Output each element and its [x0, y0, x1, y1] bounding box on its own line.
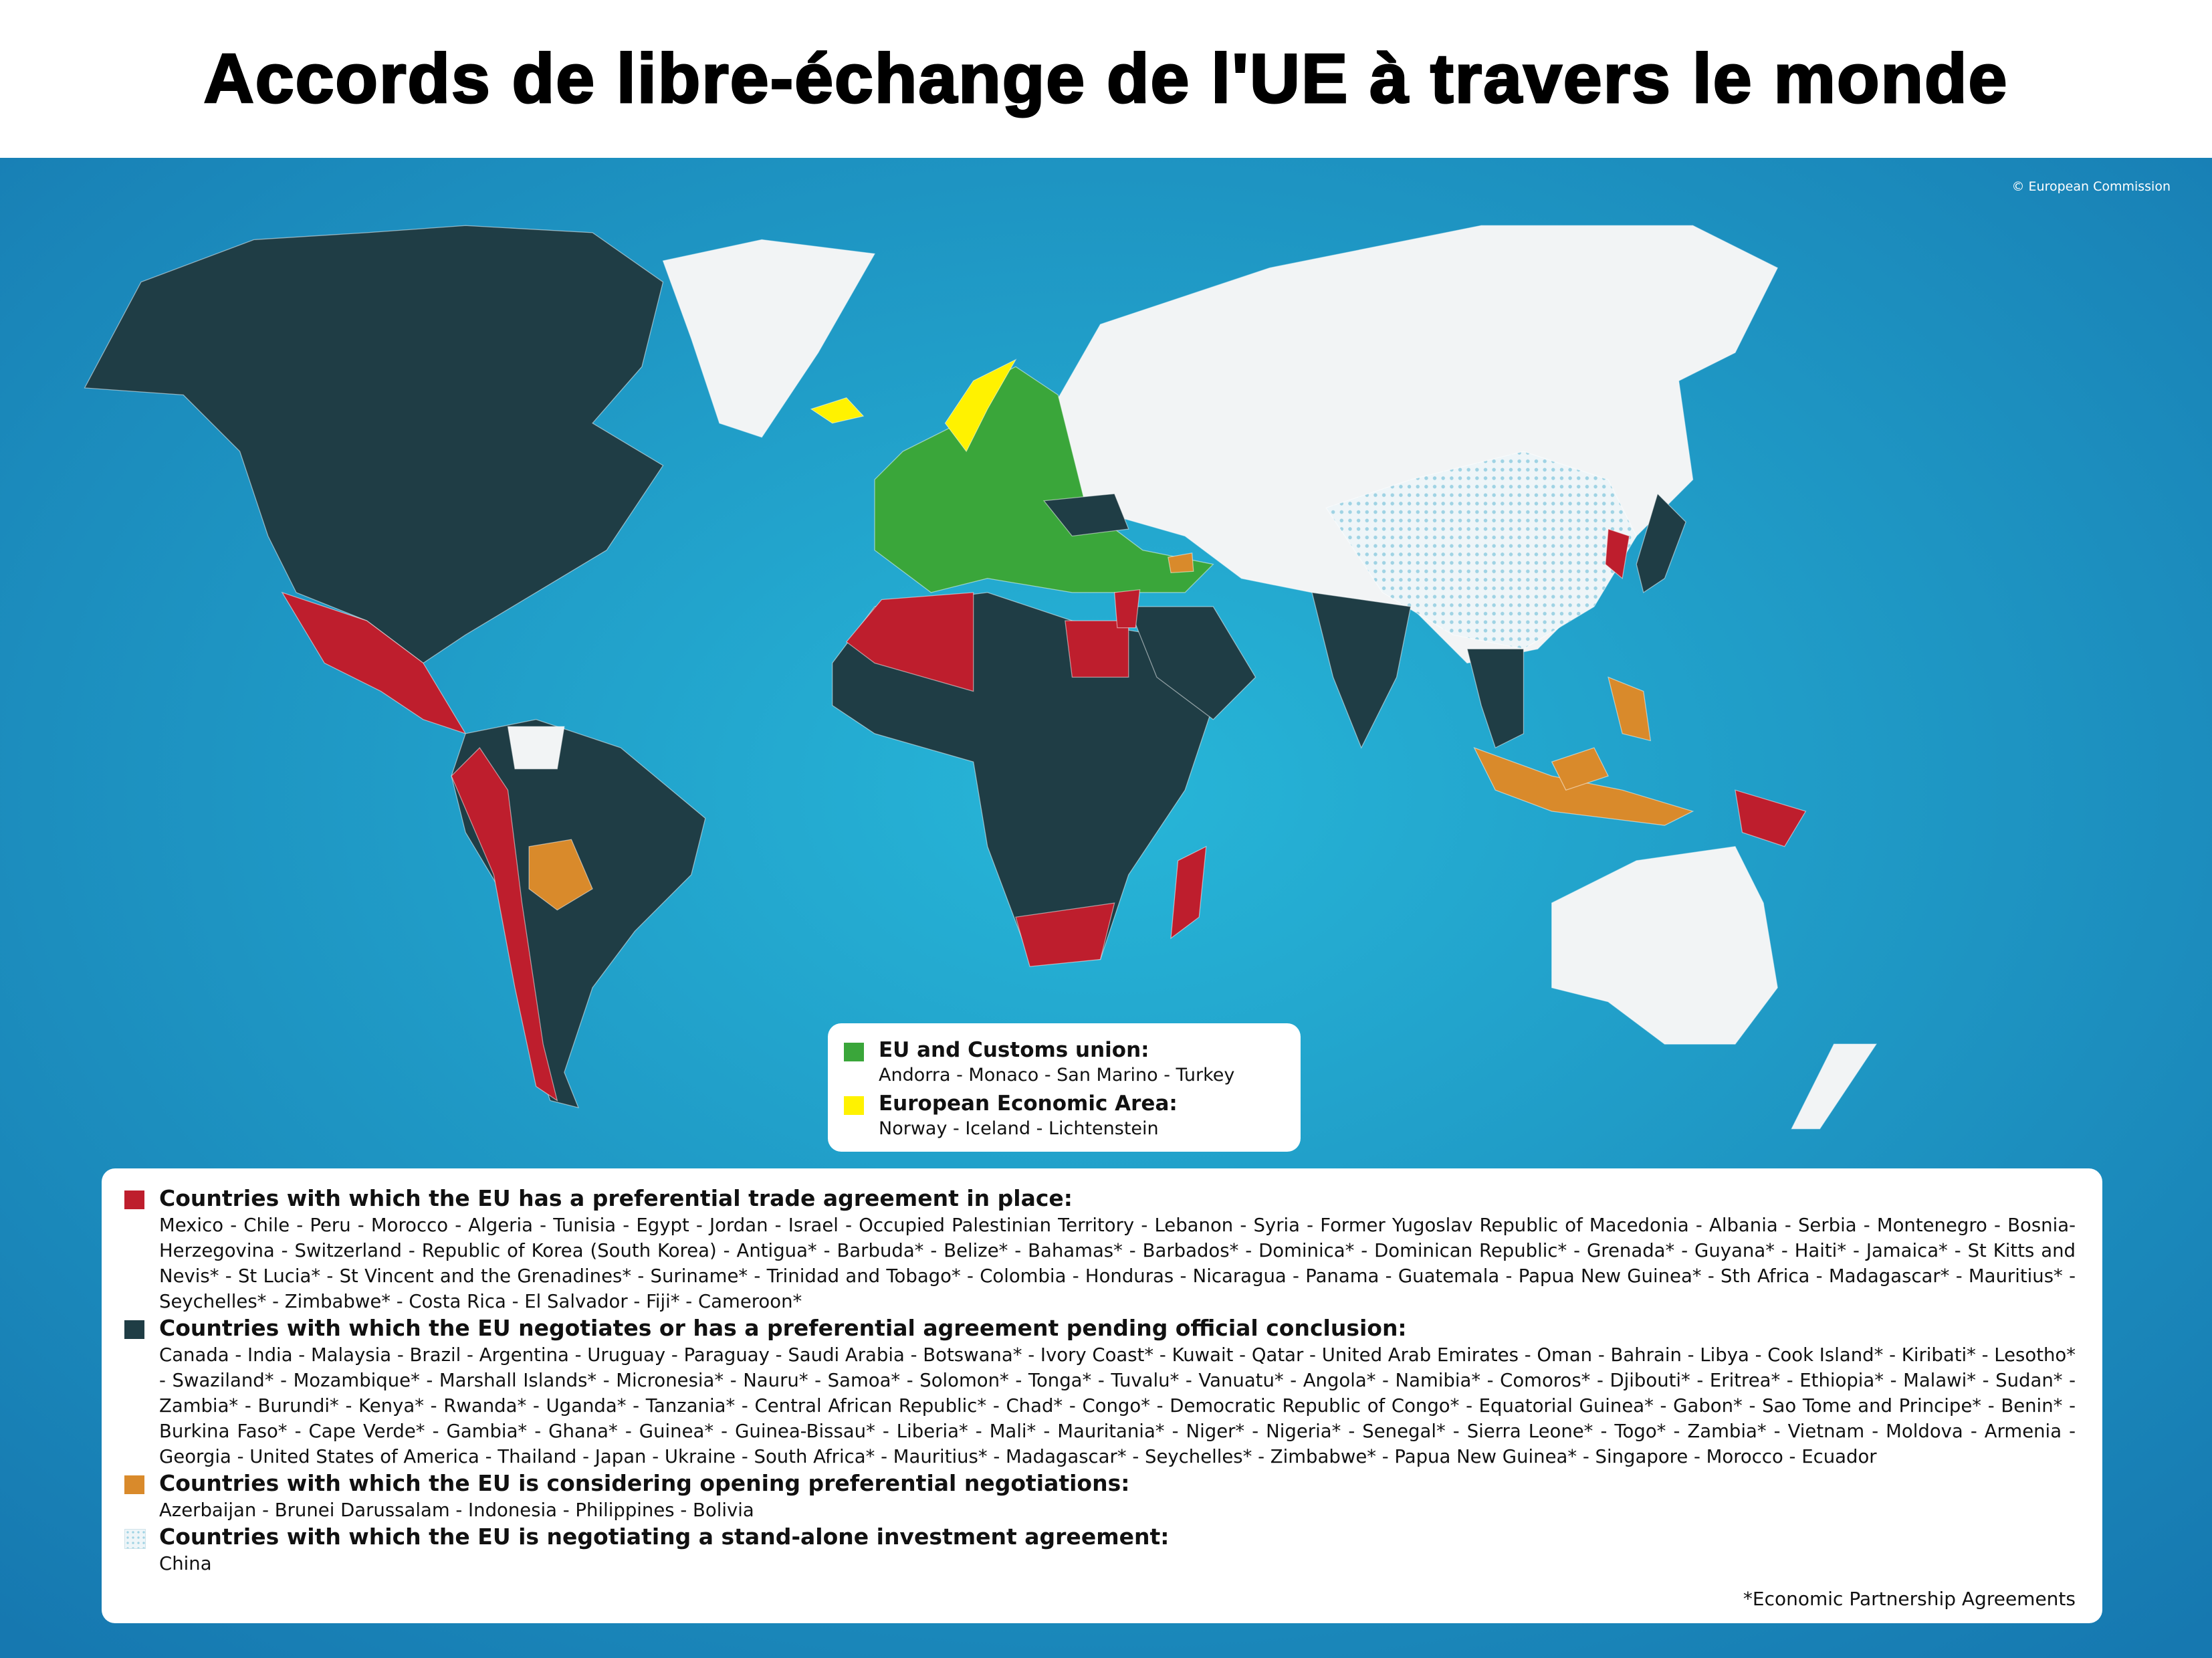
legend-bottom: Countries with which the EU has a prefer… [102, 1168, 2102, 1623]
azerbaijan [1168, 552, 1194, 574]
india [1311, 592, 1412, 749]
greenland [662, 239, 876, 438]
bolivia [528, 839, 593, 911]
credit: © European Commission [2011, 179, 2171, 194]
swatch [124, 1529, 146, 1549]
north-africa [845, 592, 974, 692]
iceland [810, 397, 865, 424]
legend-item: Countries with which the EU has a prefer… [124, 1184, 2076, 1314]
legend-top: EU and Customs union: Andorra - Monaco -… [828, 1023, 1301, 1152]
legend-countries: Mexico - Chile - Peru - Morocco - Algeri… [159, 1215, 2076, 1312]
swatch [844, 1096, 864, 1115]
legend-label: Countries with which the EU is consideri… [159, 1470, 1130, 1496]
new-zealand [1791, 1043, 1878, 1130]
middle-east [1127, 606, 1256, 720]
legend-countries: Canada - India - Malaysia - Brazil - Arg… [159, 1344, 2076, 1467]
legend-label: Countries with which the EU is negotiati… [159, 1524, 1170, 1550]
legend-countries: Andorra - Monaco - San Marino - Turkey [879, 1065, 1235, 1085]
north-america [84, 225, 664, 664]
central-america [281, 591, 467, 735]
norway [944, 358, 1017, 453]
philippines [1608, 676, 1652, 742]
africa [832, 592, 1214, 960]
legend-label: Countries with which the EU has a prefer… [159, 1185, 1073, 1211]
legend-countries: Azerbaijan - Brunei Darussalam - Indones… [159, 1499, 754, 1521]
swatch [124, 1475, 144, 1494]
levant [1113, 589, 1141, 629]
legend-label: European Economic Area: [879, 1092, 1178, 1116]
korea [1605, 528, 1630, 579]
malaysia [1551, 747, 1609, 791]
ukraine [1042, 493, 1129, 537]
legend-countries: China [159, 1553, 212, 1574]
south-africa [1015, 902, 1115, 967]
southeast-asia [1466, 648, 1525, 748]
swatch [844, 1043, 864, 1061]
madagascar [1170, 845, 1207, 940]
japan [1636, 492, 1686, 593]
title: Accords de libre-échange de l'UE à trave… [203, 39, 2009, 118]
legend-countries: Norway - Iceland - Lichtenstein [879, 1118, 1159, 1139]
legend-label: Countries with which the EU negotiates o… [159, 1315, 1407, 1341]
legend-item: Countries with which the EU negotiates o… [124, 1314, 2076, 1469]
legend-label: EU and Customs union: [879, 1038, 1149, 1062]
swatch [124, 1320, 144, 1339]
legend-item: Countries with which the EU is negotiati… [124, 1523, 2076, 1576]
legend-item: Countries with which the EU is consideri… [124, 1469, 2076, 1523]
legend-item: European Economic Area: Norway - Iceland… [844, 1090, 1285, 1141]
footnote: *Economic Partnership Agreements [1743, 1588, 2076, 1610]
south-america [451, 719, 706, 1108]
legend-item: EU and Customs union: Andorra - Monaco -… [844, 1037, 1285, 1087]
australia [1551, 846, 1778, 1045]
venezuela [507, 726, 565, 770]
andean-coast [451, 747, 558, 1102]
papua-new-guinea [1735, 789, 1807, 847]
egypt [1065, 620, 1129, 678]
swatch [124, 1190, 144, 1209]
